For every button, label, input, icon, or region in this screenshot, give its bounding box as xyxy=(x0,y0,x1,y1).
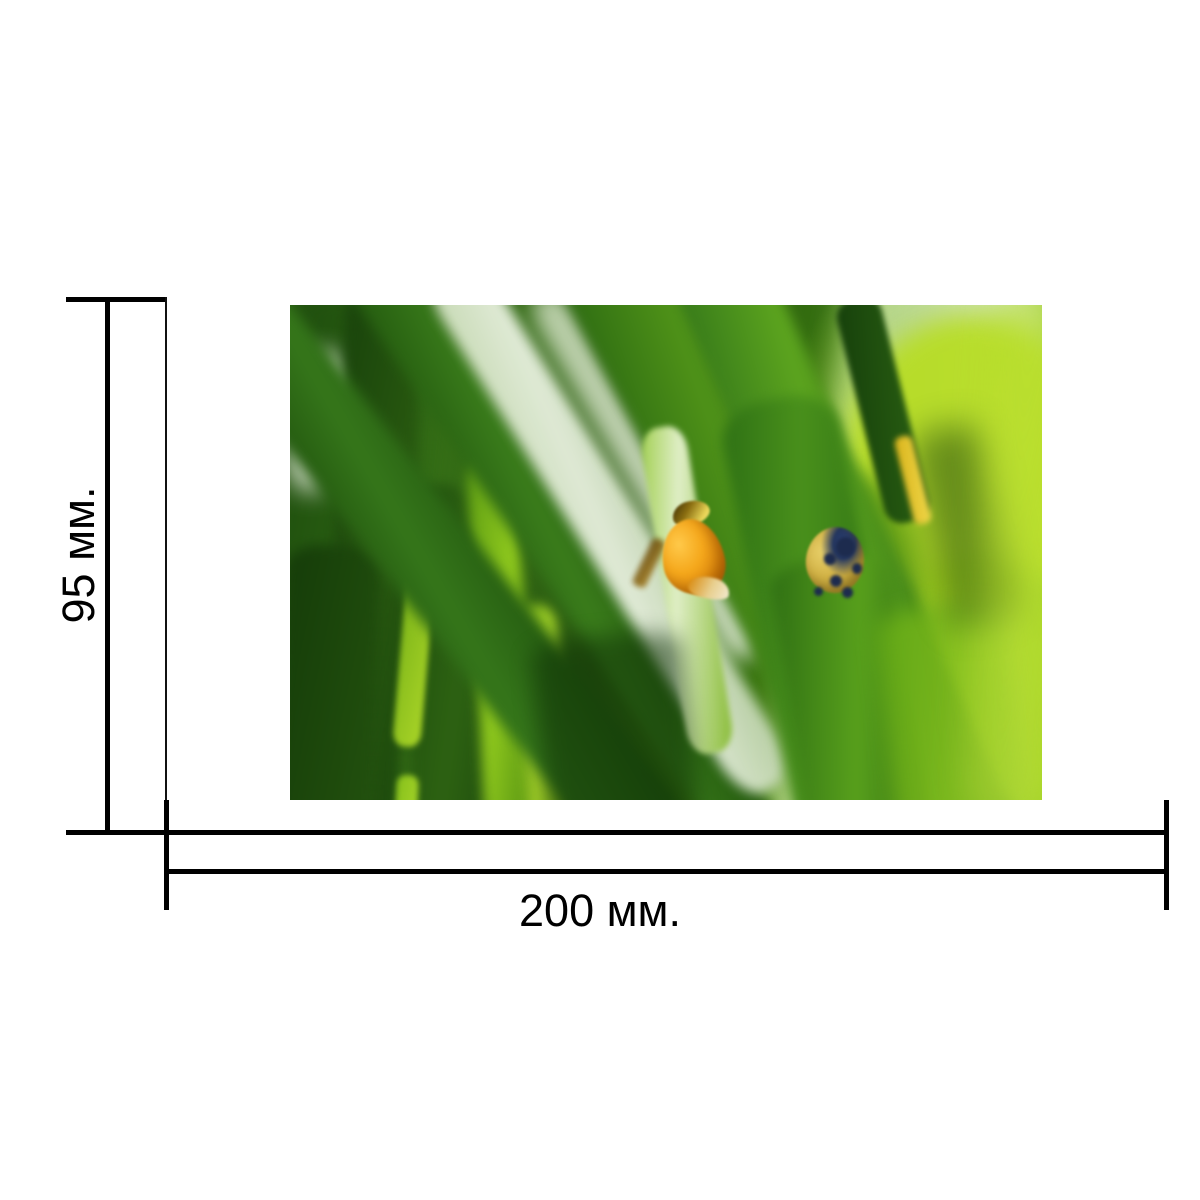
photo-image xyxy=(290,305,1042,800)
width-dimension-label: 200 мм. xyxy=(519,885,681,936)
beetle-spot xyxy=(852,563,862,574)
width-dim-left-tick xyxy=(164,800,169,910)
height-dimension-label: 95 мм. xyxy=(53,486,104,624)
width-dim-line xyxy=(164,869,1169,874)
shadow-wedge xyxy=(529,627,701,800)
width-dim-upper-rail xyxy=(164,830,1169,835)
beetle-spot xyxy=(814,587,823,596)
beetle-spot xyxy=(836,537,855,557)
beetle-spot xyxy=(830,575,842,587)
height-dim-bottom-tick xyxy=(66,830,167,835)
beetle-spot xyxy=(824,553,836,565)
height-dim-top-tick xyxy=(66,297,167,302)
width-dim-right-tick xyxy=(1164,800,1169,910)
height-dim-line xyxy=(105,297,110,835)
beetle-spot xyxy=(842,587,853,598)
grass-blade xyxy=(290,543,382,800)
height-dim-extension-line xyxy=(165,297,167,802)
product-photo xyxy=(290,305,1042,800)
